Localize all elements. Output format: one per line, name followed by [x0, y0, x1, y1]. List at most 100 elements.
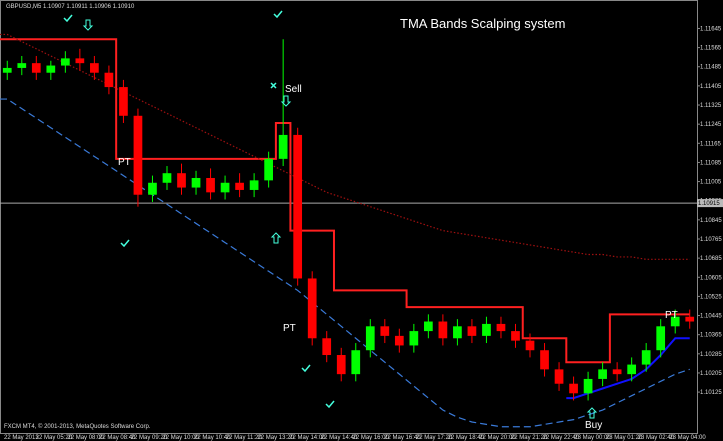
check-icon: [325, 400, 335, 409]
y-tick-label: 1.11085: [700, 160, 722, 166]
y-tick-label: 1.11325: [700, 103, 722, 109]
candle-body: [162, 173, 172, 183]
footer: FXCM MT4, © 2001-2013, MetaQuotes Softwa…: [4, 423, 151, 430]
x-tick-label: 22 May 14:40: [321, 435, 358, 441]
sell-label: Sell: [285, 84, 302, 95]
candle-body: [46, 65, 56, 73]
candle-body: [424, 321, 433, 332]
y-tick-label: 1.10445: [700, 314, 722, 320]
candle-body: [554, 369, 564, 384]
candle-body: [656, 326, 666, 351]
signal-icons: [63, 10, 598, 419]
x-tick-label: 22 May 09:20: [131, 435, 168, 441]
candle-body: [351, 350, 361, 375]
candle-body: [249, 180, 259, 190]
candle-body: [90, 63, 99, 73]
candle-body: [133, 115, 143, 195]
candle-body: [569, 383, 578, 394]
candle-body: [612, 369, 622, 375]
candle-body: [31, 63, 41, 73]
x-tick-label: 22 May 21:20: [511, 435, 548, 441]
candle-body: [394, 335, 404, 346]
x-tick-label: 22 May 10:40: [194, 435, 231, 441]
candle-body: [177, 173, 186, 188]
x-tick-label: 22 May 13:20: [257, 435, 294, 441]
candle-body: [438, 321, 448, 339]
x-tick-label: 23 May 00:00: [574, 435, 611, 441]
indicator-line: [0, 33, 690, 260]
current-price-box: [697, 199, 723, 208]
candle-body: [496, 323, 506, 332]
candle-body: [380, 326, 390, 336]
candle-body: [641, 350, 651, 365]
x-tick-label: 22 May 08:40: [99, 435, 136, 441]
candle-body: [670, 316, 680, 327]
pt-label: PT: [283, 323, 296, 334]
candle-body: [206, 177, 215, 193]
buy-label: Buy: [585, 420, 602, 431]
x-tick-label: 22 May 22:40: [543, 435, 580, 441]
x-tick-label: 22 May 10:00: [162, 435, 199, 441]
candle-body: [598, 369, 607, 379]
candle-body: [583, 378, 593, 394]
y-tick-label: 1.10525: [700, 294, 722, 300]
x-tick-label: 22 May 2013: [4, 435, 39, 441]
candle-body: [60, 58, 70, 66]
candle-body: [336, 355, 346, 375]
candle-body: [75, 58, 85, 64]
indicator-line: [566, 337, 690, 400]
candle-body: [148, 182, 157, 195]
y-tick-label: 1.10285: [700, 352, 722, 358]
candle-body: [104, 72, 114, 88]
candle-body: [467, 326, 477, 336]
candle-body: [17, 63, 27, 68]
x-tick-label: 22 May 20:00: [479, 435, 516, 441]
y-tick-label: 1.11405: [700, 84, 722, 90]
candle-body: [409, 331, 419, 346]
candle-body: [278, 134, 288, 159]
y-tick-label: 1.10765: [700, 237, 722, 243]
x-tick-label: 22 May 05:20: [36, 435, 73, 441]
y-tick-label: 1.10125: [700, 390, 722, 396]
y-tick-label: 1.11565: [700, 46, 722, 52]
arrow-icon: [82, 19, 94, 31]
chart-title: TMA Bands Scalping system: [400, 16, 565, 31]
y-tick-label: 1.10685: [700, 256, 722, 262]
candle-body: [191, 177, 201, 188]
x-tick-label: 22 May 14:00: [289, 435, 326, 441]
x-tick-label: 22 May 17:20: [416, 435, 453, 441]
y-tick-label: 1.11165: [700, 141, 721, 147]
candle-body: [293, 134, 303, 279]
check-icon: [63, 14, 73, 23]
arrow-icon: [270, 232, 282, 244]
y-tick-label: 1.10205: [700, 371, 722, 377]
current-price-label: 1.10915: [698, 201, 720, 207]
indicator-line: [0, 38, 690, 364]
candle-body: [365, 326, 375, 351]
cross-icon: [270, 82, 277, 89]
candle-body: [627, 364, 637, 375]
y-tick-label: 1.11005: [700, 180, 722, 186]
x-tick-label: 22 May 16:00: [353, 435, 390, 441]
candle-body: [482, 323, 491, 336]
check-icon: [301, 364, 311, 373]
x-tick-label: 22 May 16:40: [384, 435, 421, 441]
indicator-line: [0, 98, 690, 428]
pt-label: PT: [665, 310, 678, 321]
x-tick-label: 22 May 08:00: [67, 435, 104, 441]
candle-body: [235, 182, 244, 190]
candle-body: [322, 338, 332, 356]
arrow-icon: [280, 95, 292, 107]
candle-body: [220, 182, 230, 193]
y-tick-label: 1.11485: [700, 65, 722, 71]
candle-body: [511, 331, 520, 341]
x-tick-label: 22 May 11:20: [226, 435, 263, 441]
y-tick-label: 1.11245: [700, 122, 722, 128]
pt-label: PT: [118, 157, 131, 168]
candle-body: [119, 87, 128, 116]
y-tick-label: 1.10605: [700, 275, 722, 281]
candle-body: [540, 350, 549, 370]
y-tick-label: 1.11645: [700, 26, 722, 32]
candle-body: [525, 340, 535, 351]
check-icon: [120, 239, 130, 248]
